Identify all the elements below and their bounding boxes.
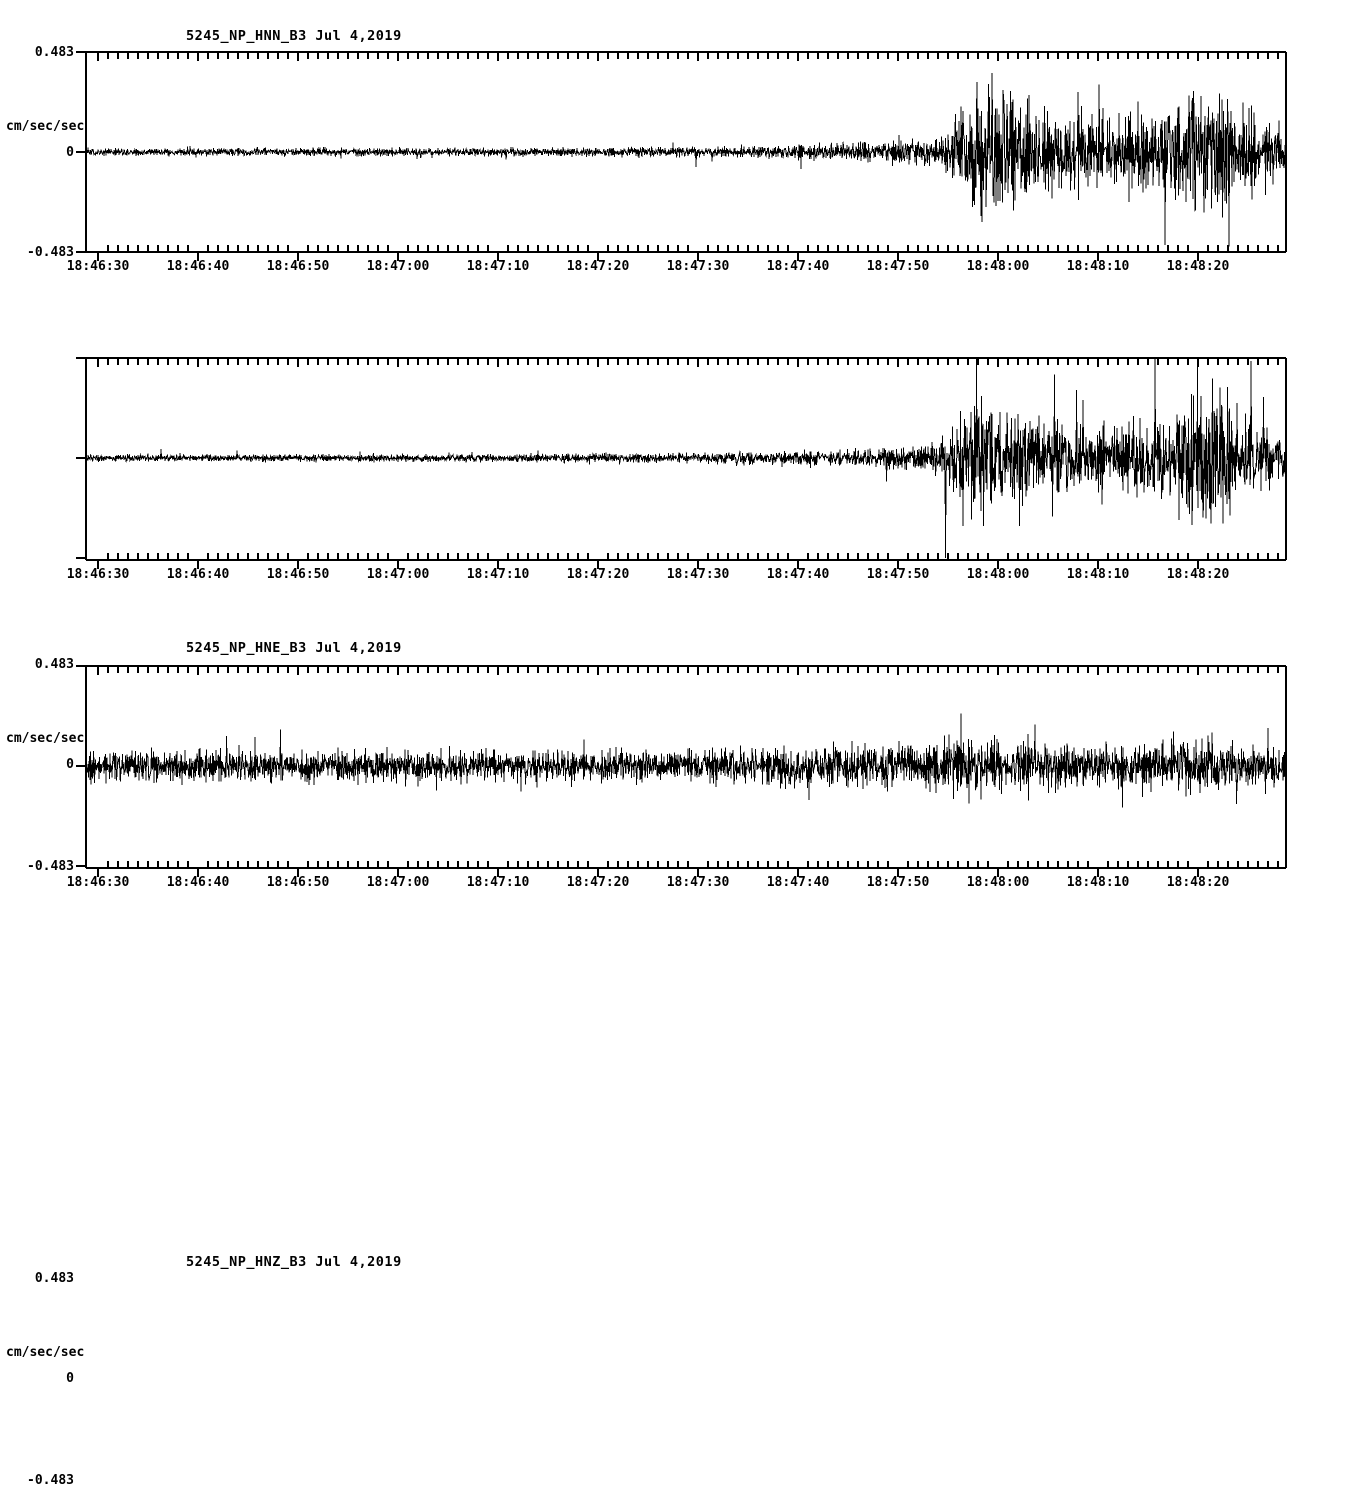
y-tick-max-hnz: 0.483: [34, 1271, 74, 1286]
x-tick-label: 18:47:40: [766, 567, 830, 582]
x-tick-label: 18:48:00: [966, 259, 1030, 274]
x-tick-label: 18:46:30: [66, 567, 130, 582]
y-axis-label-hne: cm/sec/sec: [6, 731, 85, 746]
x-tick-label: 18:46:30: [66, 259, 130, 274]
x-tick-label: 18:47:40: [766, 875, 830, 890]
x-tick-label: 18:47:50: [866, 567, 930, 582]
y-tick-min-hnz: -0.483: [27, 1473, 74, 1488]
seismogram-panel-hne: 5245_NP_HNE_B3 Jul 4,2019 cm/sec/sec 0.4…: [0, 306, 1358, 874]
x-tick-label: 18:47:50: [866, 259, 930, 274]
y-tick-zero-hnz: 0: [66, 1371, 74, 1386]
x-tick-label: 18:46:40: [166, 875, 230, 890]
x-tick-label: 18:47:50: [866, 875, 930, 890]
x-tick-label: 18:48:20: [1166, 259, 1230, 274]
y-tick-min-hnn: -0.483: [27, 245, 74, 260]
x-tick-label: 18:47:30: [666, 259, 730, 274]
x-tick-label: 18:46:40: [166, 259, 230, 274]
x-tick-label: 18:47:30: [666, 875, 730, 890]
y-tick-max-hnn: 0.483: [34, 45, 74, 60]
x-tick-label: 18:47:00: [366, 567, 430, 582]
panel-title-hne: 5245_NP_HNE_B3 Jul 4,2019: [186, 640, 402, 656]
seismogram-panel-hnn: 5245_NP_HNN_B3 Jul 4,2019 cm/sec/sec 0.4…: [0, 0, 1358, 306]
x-tick-label: 18:48:20: [1166, 875, 1230, 890]
x-tick-label: 18:47:10: [466, 875, 530, 890]
y-tick-min-hne: -0.483: [27, 859, 74, 874]
x-tick-label: 18:47:10: [466, 259, 530, 274]
panel-title-hnn: 5245_NP_HNN_B3 Jul 4,2019: [186, 28, 402, 44]
x-tick-label: 18:46:50: [266, 875, 330, 890]
y-axis-label-hnn: cm/sec/sec: [6, 119, 85, 134]
plot-area-hne: [76, 357, 1287, 569]
x-tick-label: 18:47:40: [766, 259, 830, 274]
plot-area-hnz: [76, 665, 1287, 877]
x-tick-label: 18:46:40: [166, 567, 230, 582]
x-tick-label: 18:47:00: [366, 875, 430, 890]
x-tick-label: 18:47:30: [666, 567, 730, 582]
panel-title-hnz: 5245_NP_HNZ_B3 Jul 4,2019: [186, 1254, 402, 1270]
x-tick-label: 18:48:10: [1066, 259, 1130, 274]
y-tick-zero-hne: 0: [66, 757, 74, 772]
x-tick-label: 18:48:10: [1066, 567, 1130, 582]
x-tick-label: 18:47:10: [466, 567, 530, 582]
x-tick-label: 18:46:50: [266, 567, 330, 582]
x-tick-label: 18:48:00: [966, 875, 1030, 890]
x-tick-label: 18:46:30: [66, 875, 130, 890]
y-axis-label-hnz: cm/sec/sec: [6, 1345, 85, 1360]
x-tick-label: 18:48:00: [966, 567, 1030, 582]
x-tick-label: 18:47:00: [366, 259, 430, 274]
plot-area-hnn: [76, 51, 1287, 261]
x-tick-label: 18:48:20: [1166, 567, 1230, 582]
x-tick-label: 18:48:10: [1066, 875, 1130, 890]
x-tick-label: 18:47:20: [566, 567, 630, 582]
y-tick-max-hne: 0.483: [34, 657, 74, 672]
y-tick-zero-hnn: 0: [66, 145, 74, 160]
x-tick-label: 18:46:50: [266, 259, 330, 274]
x-tick-label: 18:47:20: [566, 875, 630, 890]
x-tick-label: 18:47:20: [566, 259, 630, 274]
